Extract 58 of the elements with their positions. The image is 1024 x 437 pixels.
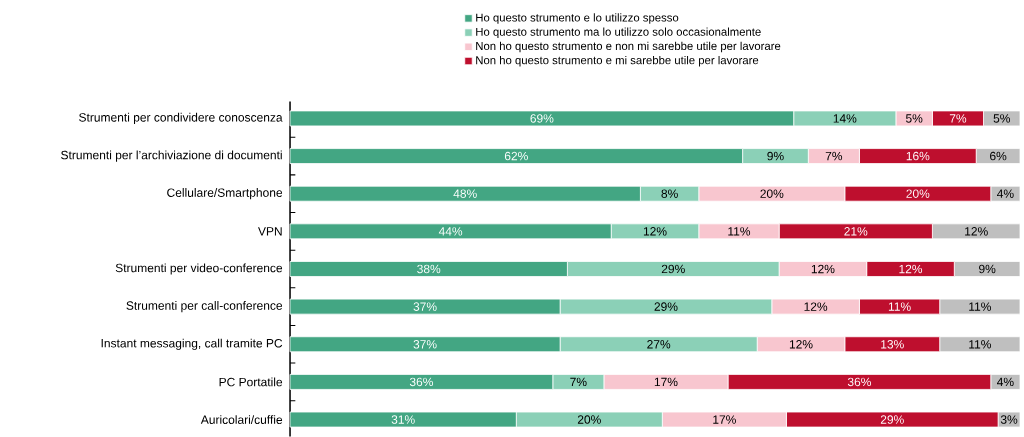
legend-label: Ho questo strumento e lo utilizzo spesso — [476, 13, 679, 24]
data-label: 20% — [760, 189, 784, 198]
data-label: 17% — [654, 377, 678, 386]
data-label: 36% — [409, 377, 433, 387]
data-label: 37% — [413, 302, 437, 311]
data-label: 21% — [844, 226, 868, 236]
data-label: 12% — [965, 226, 988, 236]
data-label: 36% — [847, 377, 871, 387]
y-tick-label: Instant messaging, call tramite PC — [101, 338, 283, 350]
y-tick-label: Auricolari/cuffie — [200, 415, 283, 424]
data-label: 17% — [713, 415, 736, 424]
y-tick-label: Strumenti per video-conference — [115, 263, 283, 275]
data-label: 6% — [990, 151, 1007, 161]
data-label: 4% — [997, 377, 1014, 386]
legend-label: Non ho questo strumento e non mi sarebbe utile per lavorare — [476, 41, 781, 53]
data-label: 27% — [647, 339, 671, 349]
data-label: 29% — [880, 415, 904, 424]
legend-label: Non ho questo strumento e mi sarebbe utile per lavorare — [476, 55, 759, 67]
data-label: 9% — [979, 264, 996, 274]
data-label: 12% — [804, 302, 828, 311]
data-label: 12% — [899, 264, 923, 274]
data-label: 12% — [643, 226, 667, 236]
data-label: 37% — [413, 339, 437, 349]
data-label: 7% — [825, 151, 843, 161]
data-label: 7% — [570, 377, 587, 386]
data-label: 48% — [453, 189, 477, 198]
data-label: 4% — [997, 189, 1014, 198]
data-label: 13% — [881, 339, 904, 349]
data-label: 12% — [811, 264, 835, 274]
y-tick-label: VPN — [258, 227, 282, 236]
data-label: 29% — [654, 302, 678, 311]
data-label: 29% — [661, 264, 685, 274]
y-tick-label: Strumenti per l’archiviazione di documenti — [61, 150, 282, 162]
data-label: 20% — [577, 415, 601, 424]
y-tick-label: Strumenti per condividere conoscenza — [79, 112, 283, 124]
data-label: 11% — [969, 339, 991, 349]
data-label: 16% — [906, 151, 930, 161]
legend-label: Ho questo strumento ma lo utilizzo solo occasionalmente — [476, 27, 761, 38]
data-label: 69% — [530, 114, 554, 123]
data-label: 44% — [438, 227, 463, 236]
data-label: 5% — [905, 114, 923, 123]
data-label: 11% — [969, 302, 991, 311]
data-label: 12% — [789, 339, 813, 349]
data-label: 9% — [767, 151, 784, 161]
data-label: 11% — [888, 302, 911, 311]
data-label: 11% — [728, 227, 751, 236]
data-label: 3% — [1000, 415, 1018, 424]
data-label: 7% — [949, 114, 967, 123]
y-tick-label: PC Portatile — [219, 377, 283, 387]
y-tick-label: Cellulare/Smartphone — [167, 187, 283, 200]
data-label: 20% — [906, 189, 930, 198]
data-label: 14% — [833, 114, 857, 123]
data-label: 31% — [391, 415, 415, 424]
data-label: 8% — [661, 189, 678, 198]
y-tick-label: Strumenti per call-conference — [126, 300, 283, 313]
data-label: 5% — [993, 114, 1010, 123]
data-label: 38% — [417, 264, 441, 274]
data-label: 62% — [504, 151, 528, 161]
